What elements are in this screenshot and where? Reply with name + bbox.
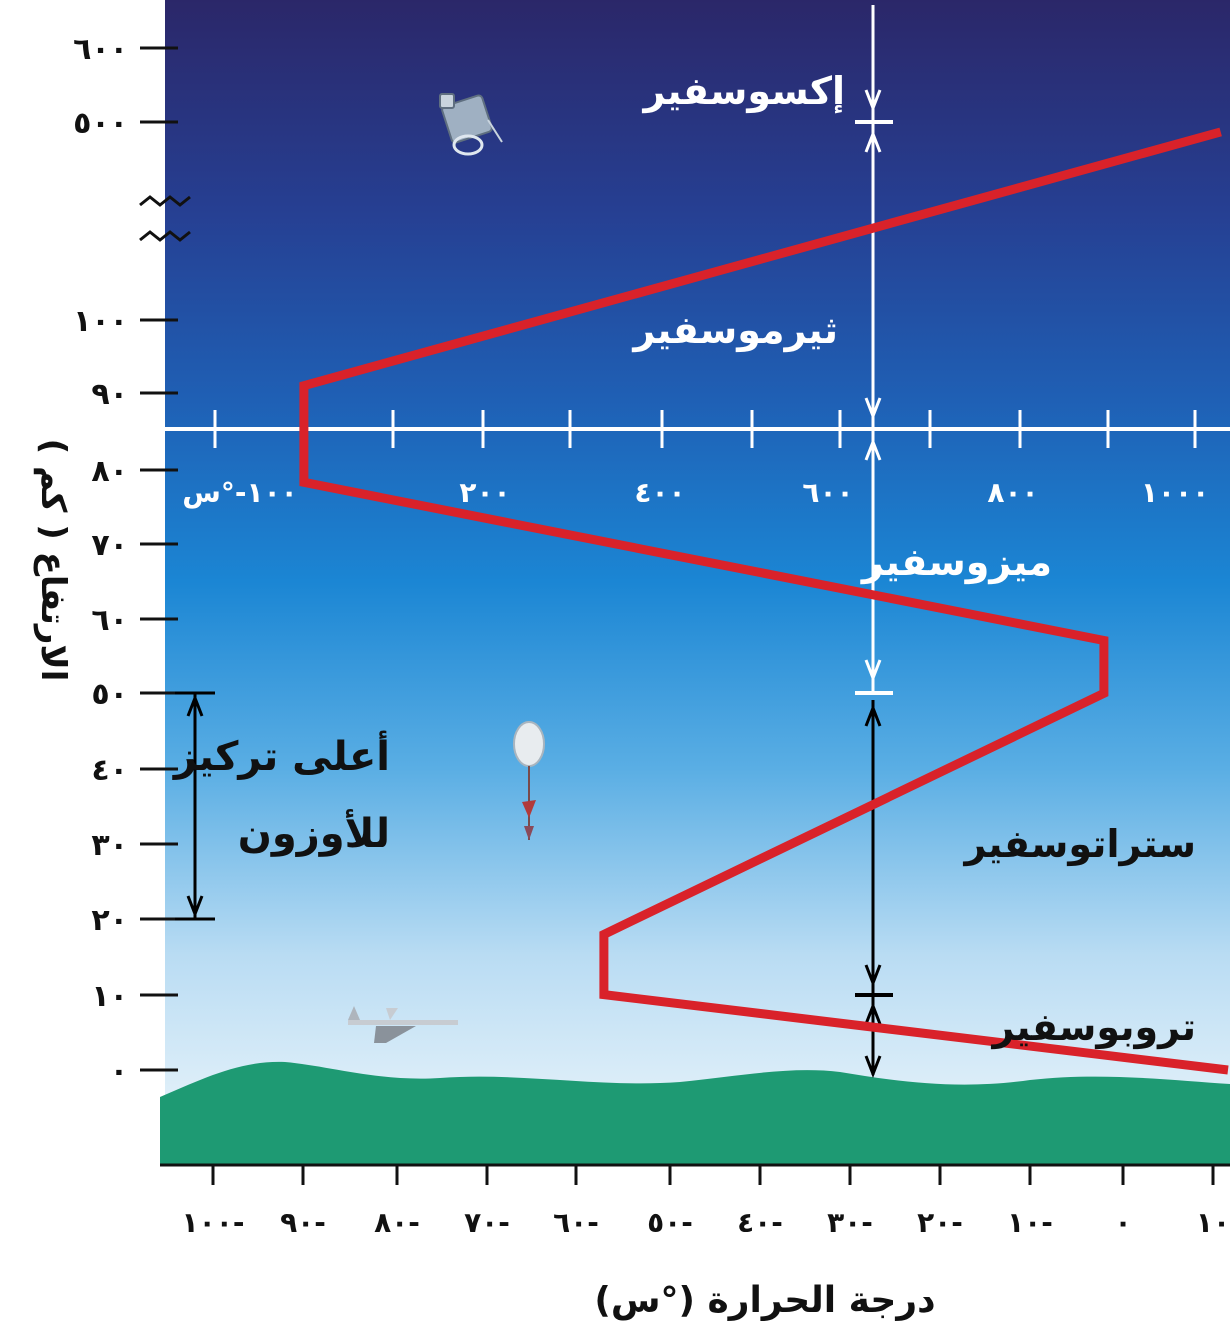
temperature-tick-label: ٩٠- [280,1206,326,1239]
temperature-axis-celsius: ١٠ ٠ ١٠- ٢٠- ٣٠- ٤٠- ٥٠- ٦٠- ٧٠- ٨٠- ٩٠- ١٠٠- [160,1163,1230,1239]
altitude-tick-label: ٦٠ [91,603,128,638]
altitude-tick-label: ٤٠ [91,753,128,788]
mesosphere-label: ميزوسفير [860,540,1052,585]
altitude-axis-label: الارتفاع ( كم ) [33,439,73,682]
upper-scale-tick-label: ٦٠٠ [802,476,853,509]
exosphere-label: إكسوسفير [642,69,846,114]
altitude-tick-label: ٧٠ [91,528,128,563]
temperature-tick-label: ١٠ [1196,1206,1230,1239]
altitude-tick-label: ٢٠ [91,903,128,938]
temperature-tick-label: ٨٠- [374,1206,420,1239]
stratosphere-label: ستراتوسفير [962,822,1196,866]
temperature-tick-label: ٦٠- [553,1206,599,1239]
satellite-icon [439,93,503,156]
upper-scale-tick-label: ١٠٠-°س [182,476,298,509]
upper-scale-tick-label: ٤٠٠ [634,476,685,509]
sky-background [165,0,1230,1165]
layer-boundaries [855,5,893,1079]
temperature-tick-label: ٣٠- [827,1206,873,1239]
upper-scale-tick-label: ٢٠٠ [459,476,510,509]
temperature-tick-label: ٥٠- [647,1206,693,1239]
temperature-tick-label: ٢٠- [917,1206,963,1239]
altitude-tick-label: ٥٠٠ [73,106,128,141]
temperature-profile-line [299,127,1229,1075]
ozone-label-line1: أعلى تركيز [172,730,390,780]
altitude-tick-label: ١٠٠ [73,304,128,339]
altitude-tick-label: ٩٠ [91,377,128,412]
temperature-tick-label: ٤٠- [737,1206,783,1239]
upper-temperature-scale: ١٠٠-°س ٢٠٠ ٤٠٠ ٦٠٠ ٨٠٠ ١٠٠٠ [165,410,1230,509]
altitude-tick-label: ٦٠٠ [73,32,128,67]
altitude-tick-label: ١٠ [91,979,128,1014]
thermosphere-label: ثيرموسفير [631,308,838,352]
upper-scale-tick-label: ١٠٠٠ [1141,476,1209,509]
ozone-label-line2: للأوزون [238,808,390,857]
upper-scale-tick-label: ٨٠٠ [987,476,1038,509]
altitude-tick-label: ٥٠ [91,677,128,712]
weather-balloon-icon [513,721,545,840]
ozone-range-bracket [175,691,215,921]
temperature-axis-label: درجة الحرارة (°س) [594,1280,935,1321]
altitude-tick-label: ٠ [110,1054,128,1089]
axis-break-icon [139,195,191,242]
ground [160,1061,1230,1165]
altitude-tick-label: ٣٠ [91,828,128,863]
altitude-tick-label: ٨٠ [91,454,128,489]
temperature-tick-label: ١٠- [1007,1206,1053,1239]
temperature-tick-label: ٧٠- [464,1206,510,1239]
temperature-tick-label: ٠ [1114,1206,1131,1239]
troposphere-label: تروبوسفير [991,1005,1197,1050]
airplane-icon [348,1006,458,1043]
temperature-tick-label: ١٠٠- [182,1206,245,1239]
